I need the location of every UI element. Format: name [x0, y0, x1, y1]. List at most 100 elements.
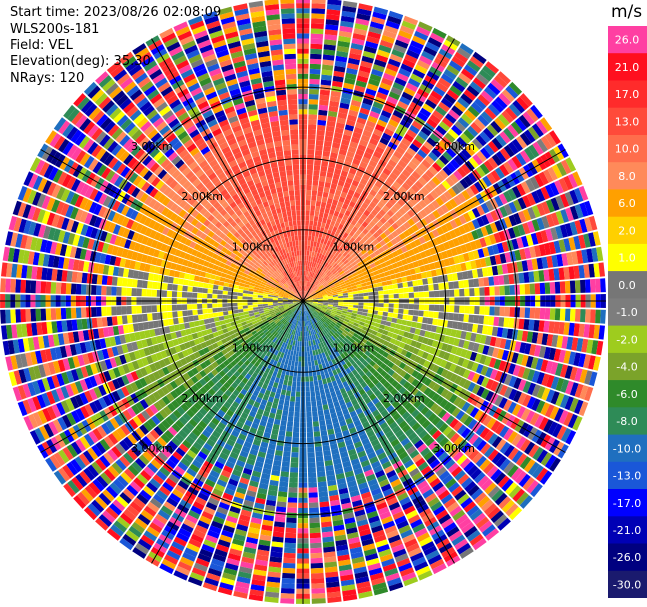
range-gate [428, 165, 439, 176]
range-gate [336, 45, 350, 53]
range-gate [279, 394, 286, 401]
range-gate [301, 311, 303, 317]
range-gate [490, 510, 504, 524]
range-gate [441, 455, 452, 466]
range-gate [387, 264, 394, 271]
range-gate [382, 244, 389, 251]
range-gate [563, 350, 571, 364]
range-gate [446, 344, 453, 353]
range-gate [401, 501, 414, 511]
range-gate [311, 305, 317, 309]
range-gate [410, 255, 418, 262]
range-gate [378, 209, 387, 217]
range-gate [431, 176, 441, 186]
range-gate [349, 141, 359, 149]
range-gate [327, 167, 335, 174]
range-gate [340, 242, 346, 249]
range-gate [335, 122, 345, 129]
range-gate [416, 190, 426, 199]
range-gate [434, 448, 446, 458]
range-gate [505, 482, 518, 495]
range-gate [353, 296, 359, 300]
range-gate [519, 307, 526, 318]
range-gate [420, 323, 428, 331]
range-gate [413, 292, 420, 298]
range-gate [421, 433, 432, 443]
range-gate [323, 357, 328, 363]
range-gate [469, 508, 483, 521]
range-gate [283, 552, 296, 559]
range-gate [404, 402, 413, 411]
range-gate [439, 398, 449, 409]
range-gate [449, 393, 458, 404]
range-gate [418, 416, 428, 426]
range-gate [310, 48, 322, 55]
range-gate [338, 279, 344, 284]
range-gate [545, 228, 554, 242]
range-gate [449, 289, 455, 297]
range-gate [235, 581, 250, 589]
range-gate [314, 257, 318, 263]
range-gate [457, 167, 467, 178]
range-gate [313, 170, 320, 176]
range-gate [438, 140, 449, 151]
range-gate [415, 253, 422, 261]
range-gate [531, 398, 541, 412]
range-gate [326, 377, 332, 384]
range-gate [363, 302, 369, 306]
range-gate [341, 312, 347, 316]
range-gate [359, 363, 366, 370]
range-gate [414, 180, 424, 190]
range-gate [468, 279, 475, 288]
range-gate [482, 345, 490, 355]
range-gate [439, 234, 448, 243]
range-gate [517, 379, 527, 392]
range-gate [361, 156, 370, 165]
range-gate [361, 538, 374, 547]
range-gate [548, 241, 557, 255]
range-gate [304, 305, 307, 311]
range-gate [294, 314, 298, 320]
range-gate [440, 97, 453, 109]
range-gate [475, 516, 490, 529]
range-gate [387, 361, 395, 369]
range-gate [274, 516, 286, 523]
range-gate [376, 359, 383, 367]
range-gate [311, 365, 316, 372]
range-gate [573, 352, 581, 367]
range-gate [306, 310, 310, 315]
range-gate [484, 482, 497, 495]
range-gate [273, 526, 285, 533]
range-gate [528, 319, 535, 331]
range-gate [310, 210, 315, 216]
range-gate [494, 370, 503, 382]
range-gate [282, 567, 296, 574]
range-gate [461, 477, 473, 489]
range-gate [308, 482, 318, 488]
range-gate [343, 277, 349, 282]
range-gate [479, 354, 487, 365]
range-gate [314, 150, 323, 156]
range-gate [308, 288, 313, 293]
range-gate [469, 533, 484, 546]
range-gate [574, 280, 581, 293]
range-gate [530, 357, 539, 370]
range-gate [398, 330, 405, 337]
range-gate [234, 528, 247, 537]
range-gate [394, 553, 409, 563]
range-gate [381, 132, 392, 141]
range-gate [388, 308, 394, 313]
range-gate [405, 338, 413, 346]
range-gate [347, 532, 359, 540]
range-gate [449, 447, 460, 458]
range-gate [340, 170, 349, 178]
range-gate [254, 502, 265, 510]
range-gate [265, 499, 276, 507]
range-gate [372, 356, 379, 364]
range-gate [334, 345, 340, 351]
range-gate [398, 362, 407, 370]
range-gate [363, 292, 369, 297]
range-gate [320, 394, 327, 401]
range-gate [561, 336, 569, 349]
